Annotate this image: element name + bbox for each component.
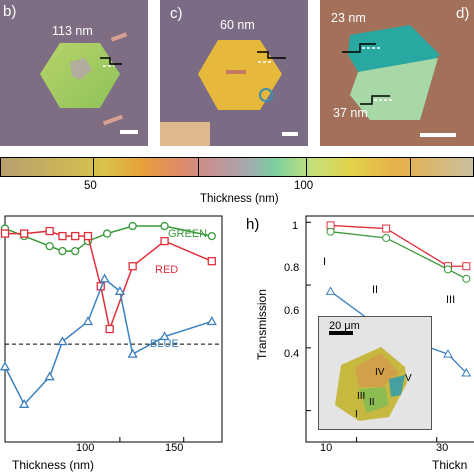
g-point-green xyxy=(102,229,112,238)
micrograph-panel-d: d) 23 nm 37 nm xyxy=(320,0,474,146)
h-ytick-0.6: 0.6 xyxy=(284,305,300,317)
g-point-blue xyxy=(0,361,11,371)
inset-region-III: III xyxy=(357,391,366,402)
g-point-red xyxy=(71,231,80,241)
g-point-red xyxy=(83,231,93,241)
panel-label-d: d) xyxy=(456,5,470,22)
h-roman-III: III xyxy=(446,294,456,306)
h-xtick-10: 10 xyxy=(320,442,333,454)
panel-label-h: h) xyxy=(246,216,260,233)
g-point-red xyxy=(105,324,114,334)
g-point-blue xyxy=(44,371,55,381)
g-point-green xyxy=(71,247,80,256)
g-point-red xyxy=(19,229,29,238)
g-series-line-green xyxy=(4,225,212,252)
h-point xyxy=(443,265,452,274)
h-point xyxy=(462,274,471,283)
g-point-red xyxy=(207,257,216,266)
g-point-red xyxy=(160,236,169,246)
g-point-red xyxy=(0,229,10,238)
h-point xyxy=(382,224,391,233)
g-point-blue xyxy=(159,331,170,341)
g-point-blue xyxy=(57,336,68,346)
g-point-red xyxy=(45,226,54,236)
g-green-label: GREEN xyxy=(168,228,208,240)
colorbar-tick-50: 50 xyxy=(84,180,97,192)
g-point-green xyxy=(207,231,216,241)
h-roman-II: II xyxy=(372,284,379,296)
panel-label-c: c) xyxy=(170,5,183,22)
g-xtick-150: 150 xyxy=(165,442,184,454)
g-point-blue xyxy=(82,316,94,326)
flake-d xyxy=(342,25,456,137)
flake-b xyxy=(40,32,138,134)
colorbar-label: Thickness (nm) xyxy=(200,193,279,205)
thickness-label-c: 60 nm xyxy=(220,18,255,32)
h-ytick-0.4: 0.4 xyxy=(284,348,300,360)
g-xlabel: Thickness (nm) xyxy=(12,458,95,472)
inset-region-I: I xyxy=(355,409,358,420)
micrograph-panel-b: b) 113 nm xyxy=(0,0,148,146)
colorbar-divider xyxy=(410,158,411,176)
g-point-green xyxy=(128,221,137,231)
h-point xyxy=(382,233,391,242)
h-point xyxy=(326,227,335,236)
g-point-green xyxy=(58,247,67,256)
inset-micrograph: 20 μm IV V III II I xyxy=(318,316,432,430)
inset-region-IV: IV xyxy=(375,367,385,378)
g-series-line-red xyxy=(5,230,213,332)
inset-region-II: II xyxy=(369,397,375,408)
g-point-blue xyxy=(99,273,110,283)
g-blue-label: BLUE xyxy=(150,338,179,350)
h-roman-I: I xyxy=(323,256,327,268)
h-ylabel: Transmission xyxy=(255,289,269,360)
g-series-line-blue xyxy=(4,277,213,406)
thickness-label-d-bottom: 37 nm xyxy=(333,106,368,120)
inset-flake xyxy=(329,331,407,421)
inset-scale: 20 μm xyxy=(329,320,360,332)
g-point-blue xyxy=(114,286,126,295)
thickness-label-b: 113 nm xyxy=(52,24,93,38)
g-point-green xyxy=(160,221,169,231)
colorbar-divider xyxy=(306,158,307,176)
colorbar-divider xyxy=(198,158,199,176)
h-ytick-0.8: 0.8 xyxy=(284,262,300,274)
h-xtick-30: 30 xyxy=(436,442,449,454)
g-point-red xyxy=(128,262,137,271)
g-plot-frame xyxy=(4,215,223,443)
flake-c xyxy=(160,40,298,146)
panel-label-b: b) xyxy=(3,3,17,20)
g-red-label: RED xyxy=(155,264,179,276)
colorbar-tick-100: 100 xyxy=(294,180,314,192)
h-point xyxy=(462,262,471,271)
h-series-line xyxy=(330,224,467,267)
g-point-blue xyxy=(206,316,217,326)
g-point-blue xyxy=(19,399,30,408)
h-point xyxy=(325,286,336,295)
h-point xyxy=(443,349,453,358)
h-plot-frame xyxy=(305,215,474,443)
g-point-red xyxy=(58,231,67,241)
micrograph-panel-c: c) 60 nm xyxy=(160,0,308,146)
thickness-label-d-top: 23 nm xyxy=(331,11,366,25)
h-point xyxy=(461,367,472,377)
h-series-line xyxy=(330,231,467,280)
h-xlabel: Thickn xyxy=(432,458,468,472)
g-point-green xyxy=(45,241,54,251)
g-xtick-100: 100 xyxy=(76,442,95,454)
inset-region-V: V xyxy=(405,373,412,384)
colorbar-divider xyxy=(93,158,94,176)
g-point-blue xyxy=(127,348,138,358)
h-ytick-1: 1 xyxy=(292,220,299,232)
